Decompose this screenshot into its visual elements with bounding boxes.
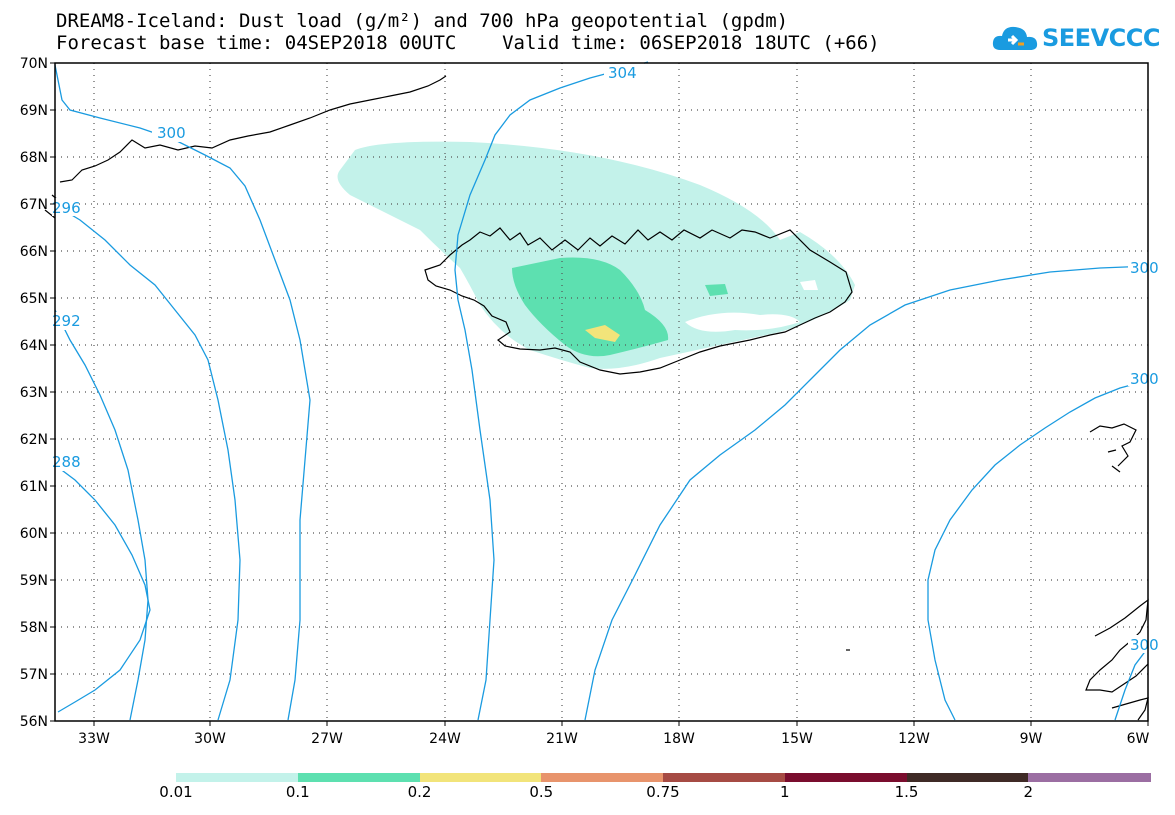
contour-300-far-east (927, 379, 1151, 721)
contour-300-greenland (54, 64, 311, 721)
lat-label-68N: 68N (20, 150, 48, 166)
seevccc-logo: SEEVCCC (990, 20, 1161, 60)
lat-label-58N: 58N (20, 620, 48, 636)
map-subtitle: Forecast base time: 04SEP2018 00UTC Vali… (56, 32, 880, 54)
contour-labels: 300 304 296 292 288 300 300 300 (52, 62, 1159, 654)
colorbar-segment-6 (906, 773, 1029, 782)
lon-label-6W: 6W (1127, 731, 1150, 747)
lon-label-12W: 12W (898, 731, 930, 747)
contour-304 (454, 61, 649, 721)
contour-label-300-east: 300 (1130, 259, 1159, 277)
dust-region-mid-small (705, 284, 728, 296)
contour-label-300-greenland: 300 (157, 124, 186, 142)
dust-region-high (585, 325, 620, 342)
coast-iceland (424, 227, 853, 375)
colorbar-label-6: 1.5 (894, 783, 919, 801)
dust-clear-patch-2 (800, 280, 818, 290)
longitude-axis: 33W 30W 27W 24W 21W 18W 15W 12W 9W 6W (78, 721, 1150, 747)
lat-label-65N: 65N (20, 291, 48, 307)
colorbar-segment-7 (1028, 773, 1151, 782)
lat-label-66N: 66N (20, 244, 48, 260)
lat-label-63N: 63N (20, 385, 48, 401)
coast-faroe (1089, 423, 1137, 473)
lat-label-69N: 69N (20, 103, 48, 119)
colorbar-label-7: 2 (1023, 783, 1034, 801)
latitude-axis: 70N 69N 68N 67N 66N 65N 64N 63N 62N 61N 60N 59N 58N 5… (20, 56, 55, 730)
contour-label-304: 304 (608, 64, 637, 82)
geopotential-contours (54, 61, 1151, 721)
colorbar-segment-0 (176, 773, 299, 782)
lon-label-21W: 21W (546, 731, 578, 747)
contour-296 (54, 204, 241, 721)
colorbar-label-1: 0.1 (285, 783, 310, 801)
colorbar-label-3: 0.5 (529, 783, 554, 801)
lon-label-33W: 33W (78, 731, 110, 747)
dust-region-mid (512, 257, 669, 357)
dust-clear-patch (685, 312, 800, 332)
contour-label-300-far-east: 300 (1130, 370, 1159, 388)
map-gridlines (55, 63, 1148, 721)
colorbar-label-2: 0.2 (407, 783, 432, 801)
lat-label-60N: 60N (20, 526, 48, 542)
lat-label-62N: 62N (20, 432, 48, 448)
lat-label-56N: 56N (20, 714, 48, 730)
lat-label-57N: 57N (20, 667, 48, 683)
cloud-icon (992, 26, 1038, 50)
lat-label-61N: 61N (20, 479, 48, 495)
lat-label-67N: 67N (20, 197, 48, 213)
map-title: DREAM8-Iceland: Dust load (g/m²) and 700… (56, 10, 789, 32)
dust-load-shading (337, 141, 855, 369)
colorbar-segment-3 (541, 773, 664, 782)
lat-label-59N: 59N (20, 573, 48, 589)
contour-288 (54, 464, 151, 713)
lon-label-30W: 30W (194, 731, 226, 747)
colorbar-segment-5 (784, 773, 907, 782)
lon-label-27W: 27W (311, 731, 343, 747)
lat-label-64N: 64N (20, 338, 48, 354)
contour-292 (54, 309, 149, 721)
contour-300-east (584, 265, 1151, 721)
colorbar-label-5: 1 (779, 783, 790, 801)
contour-label-296: 296 (52, 199, 81, 217)
colorbar-segment-1 (297, 773, 420, 782)
colorbar-label-0: 0.01 (159, 783, 193, 801)
lat-label-70N: 70N (20, 56, 48, 72)
contour-label-288: 288 (52, 453, 81, 471)
lon-label-24W: 24W (429, 731, 461, 747)
colorbar-segment-4 (663, 773, 786, 782)
lon-label-18W: 18W (663, 731, 695, 747)
colorbar-segment-2 (419, 773, 542, 782)
lon-label-15W: 15W (781, 731, 813, 747)
colorbar-label-4: 0.75 (646, 783, 680, 801)
coast-scotland (1085, 598, 1149, 721)
lon-label-9W: 9W (1020, 731, 1043, 747)
logo-text: SEEVCCC (1042, 24, 1161, 52)
contour-300-scotland (1114, 644, 1151, 721)
contour-label-300-scotland: 300 (1130, 636, 1159, 654)
contour-label-292: 292 (52, 312, 81, 330)
dust-region-low (337, 141, 855, 369)
